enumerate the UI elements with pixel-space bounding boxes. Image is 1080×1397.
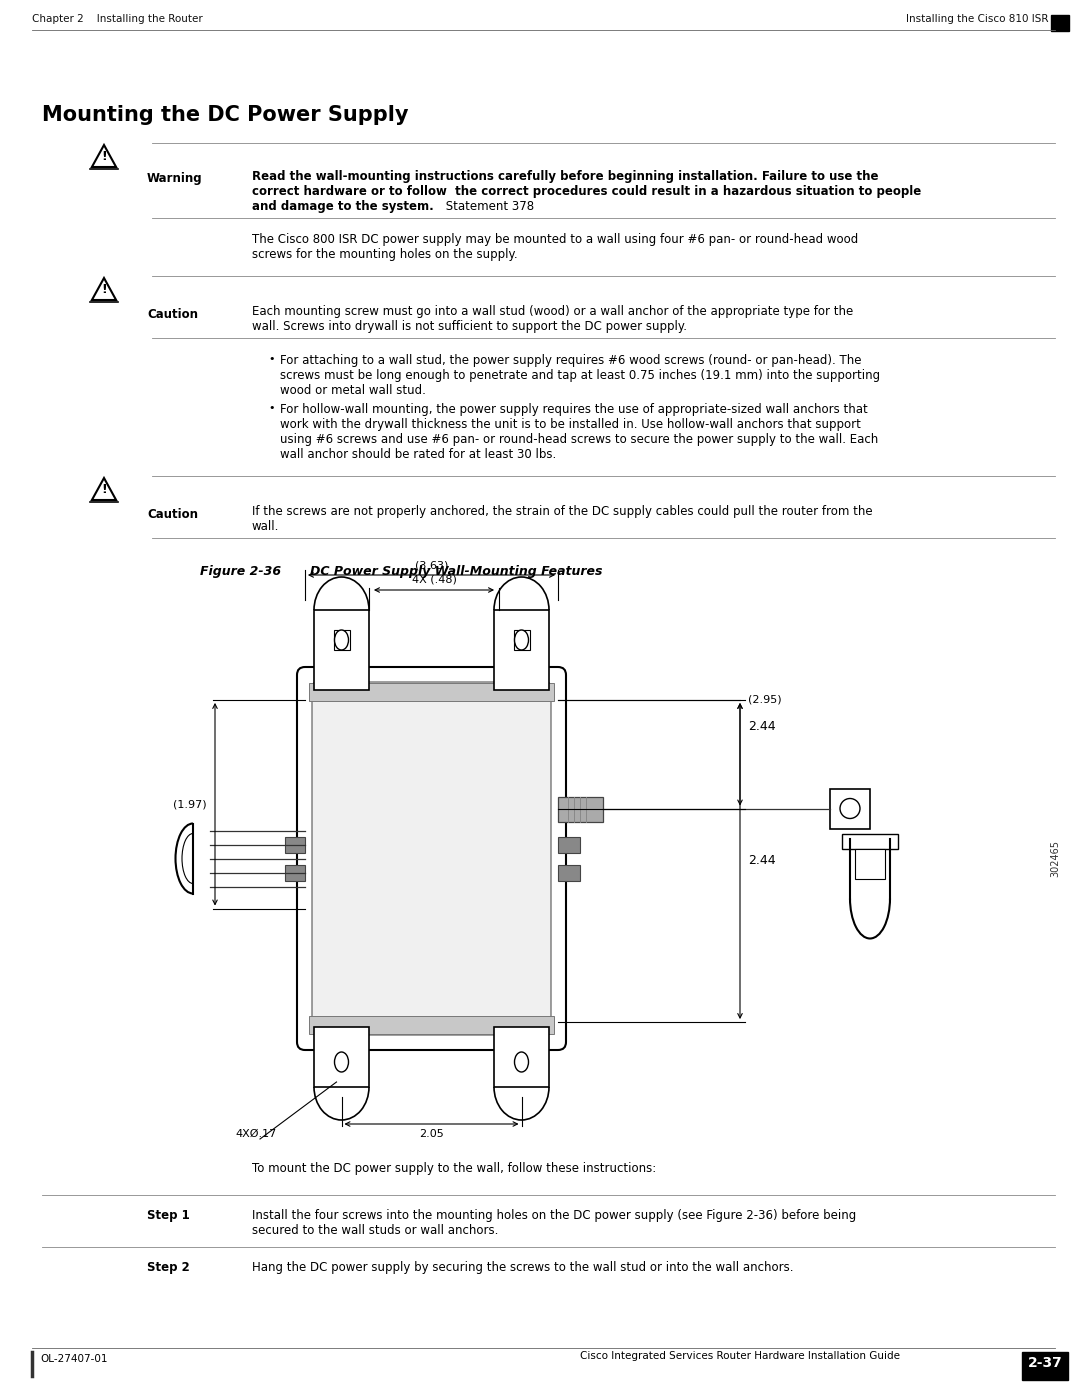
Text: !: !: [102, 149, 107, 163]
FancyBboxPatch shape: [297, 666, 566, 1051]
Text: Figure 2-36: Figure 2-36: [200, 564, 281, 578]
Text: !: !: [102, 284, 107, 296]
Text: screws must be long enough to penetrate and tap at least 0.75 inches (19.1 mm) i: screws must be long enough to penetrate …: [280, 369, 880, 381]
Text: Read the wall-mounting instructions carefully before beginning installation. Fai: Read the wall-mounting instructions care…: [252, 170, 878, 183]
Bar: [1022, 1352, 1068, 1380]
Text: 2.05: 2.05: [419, 1129, 444, 1139]
Text: 4X (.48): 4X (.48): [411, 576, 457, 585]
Text: •: •: [268, 402, 274, 414]
Bar: [494, 1027, 549, 1087]
Text: Warning: Warning: [147, 172, 203, 184]
Text: Installing the Cisco 810 ISR: Installing the Cisco 810 ISR: [905, 14, 1048, 24]
Bar: [309, 1016, 554, 1034]
Bar: [558, 796, 603, 821]
Bar: [558, 865, 580, 880]
Bar: [314, 610, 369, 690]
Bar: [309, 683, 554, 701]
FancyBboxPatch shape: [312, 682, 551, 1035]
Text: Install the four screws into the mounting holes on the DC power supply (see Figu: Install the four screws into the mountin…: [252, 1208, 856, 1222]
Bar: [1051, 15, 1069, 31]
Text: Hang the DC power supply by securing the screws to the wall stud or into the wal: Hang the DC power supply by securing the…: [252, 1261, 794, 1274]
Text: (3.63): (3.63): [415, 560, 448, 570]
Text: wood or metal wall stud.: wood or metal wall stud.: [280, 384, 426, 397]
Text: 4XØ.17: 4XØ.17: [235, 1129, 276, 1139]
Text: •: •: [268, 353, 274, 365]
Text: OL-27407-01: OL-27407-01: [40, 1354, 108, 1363]
Text: wall. Screws into drywall is not sufficient to support the DC power supply.: wall. Screws into drywall is not suffici…: [252, 320, 687, 332]
Text: correct hardware or to follow  the correct procedures could result in a hazardou: correct hardware or to follow the correc…: [252, 184, 921, 198]
Text: Step 2: Step 2: [147, 1261, 190, 1274]
Text: For hollow-wall mounting, the power supply requires the use of appropriate-sized: For hollow-wall mounting, the power supp…: [280, 402, 867, 416]
Text: 2.44: 2.44: [748, 719, 775, 733]
Text: (1.97): (1.97): [174, 799, 207, 809]
Text: The Cisco 800 ISR DC power supply may be mounted to a wall using four #6 pan- or: The Cisco 800 ISR DC power supply may be…: [252, 233, 859, 246]
Text: 2.44: 2.44: [748, 855, 775, 868]
Bar: [285, 837, 305, 852]
Text: Cisco Integrated Services Router Hardware Installation Guide: Cisco Integrated Services Router Hardwar…: [580, 1351, 900, 1361]
Bar: [842, 834, 897, 848]
Text: Statement 378: Statement 378: [442, 200, 535, 212]
Text: Each mounting screw must go into a wall stud (wood) or a wall anchor of the appr: Each mounting screw must go into a wall …: [252, 305, 853, 319]
Text: using #6 screws and use #6 pan- or round-head screws to secure the power supply : using #6 screws and use #6 pan- or round…: [280, 433, 878, 446]
Text: 2-37: 2-37: [1028, 1356, 1063, 1370]
Text: work with the drywall thickness the unit is to be installed in. Use hollow-wall : work with the drywall thickness the unit…: [280, 418, 861, 432]
Bar: [558, 837, 580, 852]
Text: For attaching to a wall stud, the power supply requires #6 wood screws (round- o: For attaching to a wall stud, the power …: [280, 353, 862, 367]
Text: wall anchor should be rated for at least 30 lbs.: wall anchor should be rated for at least…: [280, 448, 556, 461]
Text: Caution: Caution: [147, 509, 198, 521]
Text: DC Power Supply Wall-Mounting Features: DC Power Supply Wall-Mounting Features: [310, 564, 603, 578]
Bar: [831, 788, 870, 828]
Text: Mounting the DC Power Supply: Mounting the DC Power Supply: [42, 105, 408, 124]
Text: To mount the DC power supply to the wall, follow these instructions:: To mount the DC power supply to the wall…: [252, 1162, 657, 1175]
Circle shape: [840, 799, 860, 819]
Ellipse shape: [514, 1052, 528, 1071]
Text: (2.95): (2.95): [748, 694, 782, 705]
Text: wall.: wall.: [252, 520, 280, 534]
Ellipse shape: [335, 630, 349, 650]
Text: secured to the wall studs or wall anchors.: secured to the wall studs or wall anchor…: [252, 1224, 498, 1236]
Text: If the screws are not properly anchored, the strain of the DC supply cables coul: If the screws are not properly anchored,…: [252, 504, 873, 518]
Ellipse shape: [335, 1052, 349, 1071]
Bar: [285, 865, 305, 880]
Text: Chapter 2    Installing the Router: Chapter 2 Installing the Router: [32, 14, 203, 24]
Text: Step 1: Step 1: [147, 1208, 190, 1222]
Text: !: !: [102, 483, 107, 496]
Polygon shape: [334, 630, 350, 650]
Bar: [494, 610, 549, 690]
Text: 302465: 302465: [1050, 840, 1059, 877]
Text: screws for the mounting holes on the supply.: screws for the mounting holes on the sup…: [252, 249, 517, 261]
Text: and damage to the system.: and damage to the system.: [252, 200, 434, 212]
Text: Caution: Caution: [147, 307, 198, 321]
Polygon shape: [513, 630, 529, 650]
Ellipse shape: [514, 630, 528, 650]
Bar: [855, 848, 885, 879]
Bar: [314, 1027, 369, 1087]
